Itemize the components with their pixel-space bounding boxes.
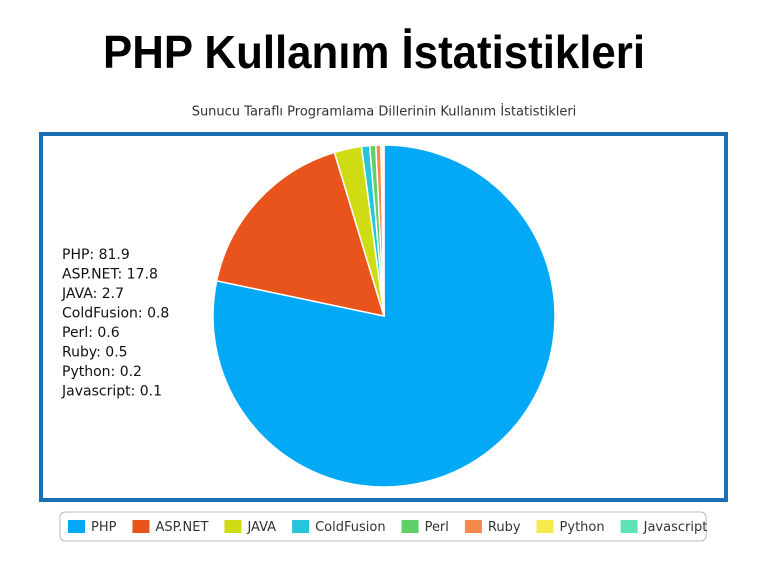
value-label: Python: 0.2 [62, 364, 142, 380]
value-label: Javascript: 0.1 [61, 384, 162, 400]
legend-swatch [68, 520, 85, 533]
legend-swatch [132, 520, 150, 533]
value-label: JAVA: 2.7 [61, 286, 124, 302]
value-label: ColdFusion: 0.8 [62, 306, 169, 322]
legend-swatch [620, 520, 638, 533]
legend-swatch [292, 520, 310, 533]
legend-label: Javascript [643, 520, 708, 535]
value-label: Ruby: 0.5 [62, 345, 128, 361]
legend-label: Ruby [488, 520, 521, 535]
legend-label: PHP [91, 520, 117, 535]
pie-slice [382, 144, 385, 317]
slide-title: PHP Kullanım İstatistikleri [103, 26, 645, 78]
chart-subtitle: Sunucu Taraflı Programlama Dillerinin Ku… [192, 104, 577, 120]
legend-swatch [536, 520, 554, 533]
pie-slice [215, 151, 386, 317]
legend-swatch [401, 520, 419, 533]
legend-label: ColdFusion [315, 520, 385, 535]
value-label: Perl: 0.6 [62, 325, 120, 341]
legend-swatch [224, 520, 242, 533]
legend-frame [59, 511, 707, 542]
legend-swatch [464, 520, 482, 533]
value-label: PHP: 81.9 [62, 247, 130, 263]
value-label: ASP.NET: 17.8 [62, 267, 158, 283]
legend-label: Python [560, 520, 605, 535]
legend-label: ASP.NET [155, 520, 208, 535]
legend-label: Perl [425, 520, 449, 535]
legend-label: JAVA [246, 520, 276, 535]
